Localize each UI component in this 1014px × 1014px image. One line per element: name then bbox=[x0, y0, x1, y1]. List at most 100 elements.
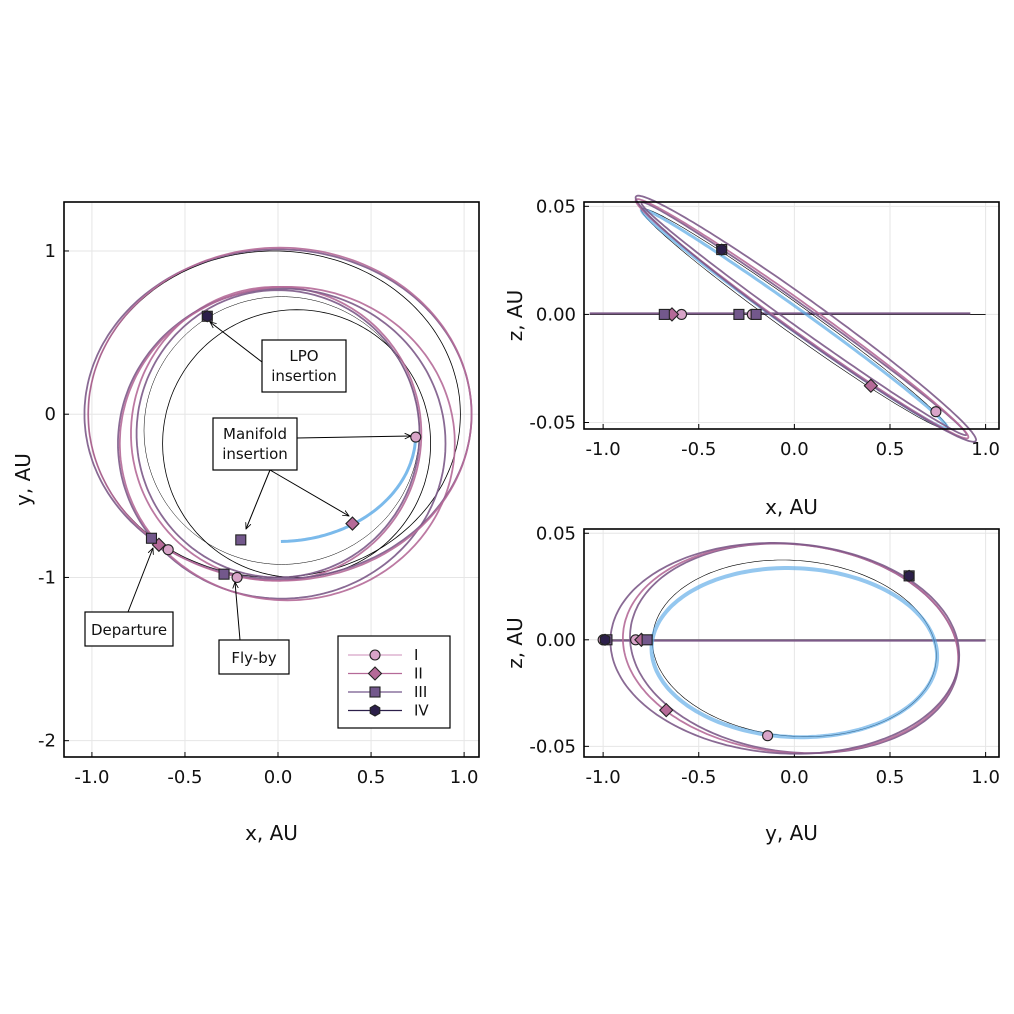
x-axis-label: x, AU bbox=[765, 495, 818, 519]
marker-IV bbox=[599, 633, 611, 646]
lpo-orbit-inner bbox=[143, 296, 420, 565]
marker-III bbox=[235, 534, 247, 546]
legend-marker bbox=[367, 666, 383, 681]
x-axis-label: y, AU bbox=[765, 821, 818, 845]
y-tick-label: 0 bbox=[45, 404, 56, 425]
y-tick-label: 0.00 bbox=[536, 630, 576, 651]
y-tick-label: 0.00 bbox=[536, 304, 576, 325]
y-tick-label: 0.05 bbox=[536, 196, 576, 217]
x-tick-label: -1.0 bbox=[586, 767, 621, 788]
y-axis-label: z, AU bbox=[503, 617, 527, 669]
annotation-0: LPO insertion bbox=[210, 322, 347, 393]
trajectory-5 bbox=[87, 246, 473, 582]
trajectory-1 bbox=[130, 286, 423, 582]
marker-III bbox=[218, 568, 230, 580]
y-axis-label: y, AU bbox=[11, 453, 35, 506]
legend-marker bbox=[369, 649, 381, 661]
plot-frame bbox=[63, 201, 480, 758]
annotation-arrow bbox=[296, 436, 411, 438]
marker-III bbox=[145, 532, 158, 544]
trajectory-3 bbox=[118, 286, 456, 602]
y-tick-label: -2 bbox=[38, 731, 56, 752]
trajectory-0 bbox=[640, 201, 968, 436]
x-tick-label: -0.5 bbox=[681, 767, 716, 788]
trajectory-0 bbox=[135, 289, 421, 579]
trajectory-1 bbox=[634, 198, 970, 440]
x-tick-label: 1.0 bbox=[450, 767, 479, 788]
x-axis-label: x, AU bbox=[245, 821, 298, 845]
annotation-arrow bbox=[210, 322, 263, 363]
y-tick-label: 0.05 bbox=[536, 523, 576, 544]
x-tick-label: 1.0 bbox=[971, 439, 1000, 460]
marker-III bbox=[641, 634, 653, 646]
x-tick-label: -0.5 bbox=[167, 767, 202, 788]
marker-II bbox=[345, 516, 360, 531]
y-tick-label: 1 bbox=[45, 241, 56, 262]
legend-label: IV bbox=[414, 702, 429, 720]
trajectory-2 bbox=[634, 194, 978, 443]
marker-I bbox=[410, 431, 422, 443]
annotation-box bbox=[218, 639, 290, 675]
annotation-arrow bbox=[235, 582, 241, 641]
y-axis-label: z, AU bbox=[503, 290, 527, 342]
annotation-text: Manifold bbox=[223, 425, 287, 443]
marker-III bbox=[733, 308, 745, 320]
annotation-2: Departure bbox=[84, 548, 174, 647]
annotation-text: Fly-by bbox=[231, 649, 276, 667]
x-tick-label: 1.0 bbox=[971, 767, 1000, 788]
manifold-arc bbox=[649, 566, 940, 740]
marker-IV bbox=[716, 243, 728, 256]
annotation-box bbox=[84, 611, 174, 647]
annotation-text: insertion bbox=[222, 445, 288, 463]
marker-I bbox=[930, 406, 942, 418]
y-tick-label: -0.05 bbox=[529, 413, 576, 434]
annotation-arrow bbox=[246, 469, 271, 529]
annotation-text: LPO bbox=[289, 347, 318, 365]
xz-panel: -1.0 -0.5 0.0 0.5 1.0 -0.05 0.00 0.05 x, AU z, AU bbox=[503, 194, 1000, 519]
annotation-arrow bbox=[269, 469, 349, 516]
plot-frame bbox=[583, 201, 1000, 430]
marker-II bbox=[658, 702, 674, 718]
x-tick-label: -0.5 bbox=[681, 439, 716, 460]
y-tick-label: -1 bbox=[38, 567, 56, 588]
trajectory-2 bbox=[117, 287, 447, 600]
marker-I bbox=[231, 571, 243, 583]
annotation-text: insertion bbox=[271, 367, 337, 385]
legend-marker bbox=[369, 704, 381, 717]
x-tick-label: -1.0 bbox=[74, 767, 109, 788]
legend-label: I bbox=[414, 646, 418, 664]
annotation-arrow bbox=[127, 548, 153, 613]
annotation-1: Manifold insertion bbox=[212, 417, 411, 529]
marker-IV bbox=[903, 569, 915, 583]
yz-panel: -1.0 -0.5 0.0 0.5 1.0 -0.05 0.00 0.05 y, AU z, AU bbox=[503, 523, 1000, 845]
x-tick-label: 0.5 bbox=[876, 439, 905, 460]
x-tick-label: -1.0 bbox=[586, 439, 621, 460]
annotation-text: Departure bbox=[91, 621, 167, 639]
manifold-arc bbox=[280, 439, 418, 543]
marker-III bbox=[750, 308, 762, 320]
marker-I bbox=[762, 730, 774, 742]
trajectory-2 bbox=[609, 542, 961, 755]
marker-II bbox=[863, 378, 879, 394]
annotation-box bbox=[261, 339, 347, 393]
legend-label: II bbox=[414, 665, 423, 683]
x-tick-label: 0.0 bbox=[264, 767, 293, 788]
x-tick-label: 0.0 bbox=[780, 767, 809, 788]
x-tick-label: 0.0 bbox=[780, 439, 809, 460]
trajectory-4 bbox=[83, 248, 473, 581]
marker-IV bbox=[201, 310, 213, 323]
x-tick-label: 0.5 bbox=[876, 767, 905, 788]
plot-frame bbox=[583, 528, 1000, 758]
y-tick-label: -0.05 bbox=[529, 736, 576, 757]
xy-panel: -1.0 -0.5 0.0 0.5 1.0 -2 -1 0 1 x, AU y, AU LPO inse… bbox=[11, 201, 480, 845]
annotation-3: Fly-by bbox=[218, 582, 290, 675]
annotation-box bbox=[212, 417, 298, 471]
x-tick-label: 0.5 bbox=[357, 767, 386, 788]
marker-III bbox=[658, 308, 670, 320]
legend-marker bbox=[369, 686, 381, 698]
marker-I bbox=[162, 544, 174, 556]
legend-box bbox=[337, 635, 451, 729]
legend-label: III bbox=[414, 683, 427, 701]
